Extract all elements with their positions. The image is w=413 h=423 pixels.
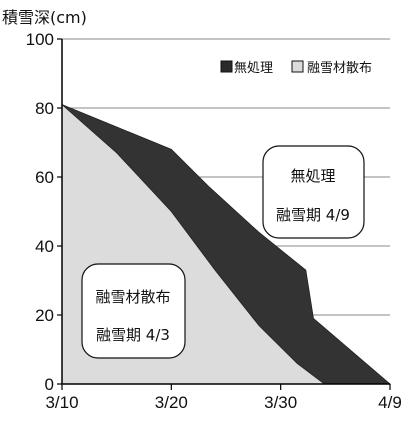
x-tick-label-2: 3/30: [264, 393, 297, 412]
y-tick-labels: 0 20 40 60 80 100: [26, 30, 62, 394]
y-tick-label-60: 60: [35, 168, 54, 187]
y-tick-label-100: 100: [26, 30, 54, 49]
annotation-untreated-date: 融雪期 4/9: [276, 206, 350, 224]
y-tick-label-0: 0: [45, 375, 54, 394]
legend: 無処理 融雪材散布: [220, 60, 372, 76]
annotation-box-untreated: [262, 145, 365, 239]
annotation-melting-agent: 融雪材散布 融雪期 4/3: [81, 263, 186, 359]
x-tick-labels: 3/10 3/20 3/30 4/9: [45, 384, 402, 412]
annotation-melting-agent-title: 融雪材散布: [95, 288, 170, 306]
x-tick-label-3: 4/9: [378, 393, 402, 412]
annotation-melting-agent-date: 融雪期 4/3: [96, 326, 170, 344]
y-axis-label: 積雪深(cm): [2, 8, 87, 27]
annotation-untreated: 無処理 融雪期 4/9: [262, 145, 365, 239]
legend-label-melting-agent: 融雪材散布: [307, 61, 372, 76]
y-tick-label-20: 20: [35, 306, 54, 325]
legend-swatch-untreated: [220, 60, 233, 73]
y-tick-label-80: 80: [35, 99, 54, 118]
legend-swatch-melting-agent: [291, 60, 304, 73]
x-tick-label-0: 3/10: [45, 393, 78, 412]
axes: [61, 39, 390, 385]
x-tick-label-1: 3/20: [155, 393, 188, 412]
y-tick-label-40: 40: [35, 237, 54, 256]
annotation-box-melting-agent: [81, 263, 186, 359]
legend-label-untreated: 無処理: [234, 61, 273, 76]
annotation-untreated-title: 無処理: [290, 167, 335, 185]
